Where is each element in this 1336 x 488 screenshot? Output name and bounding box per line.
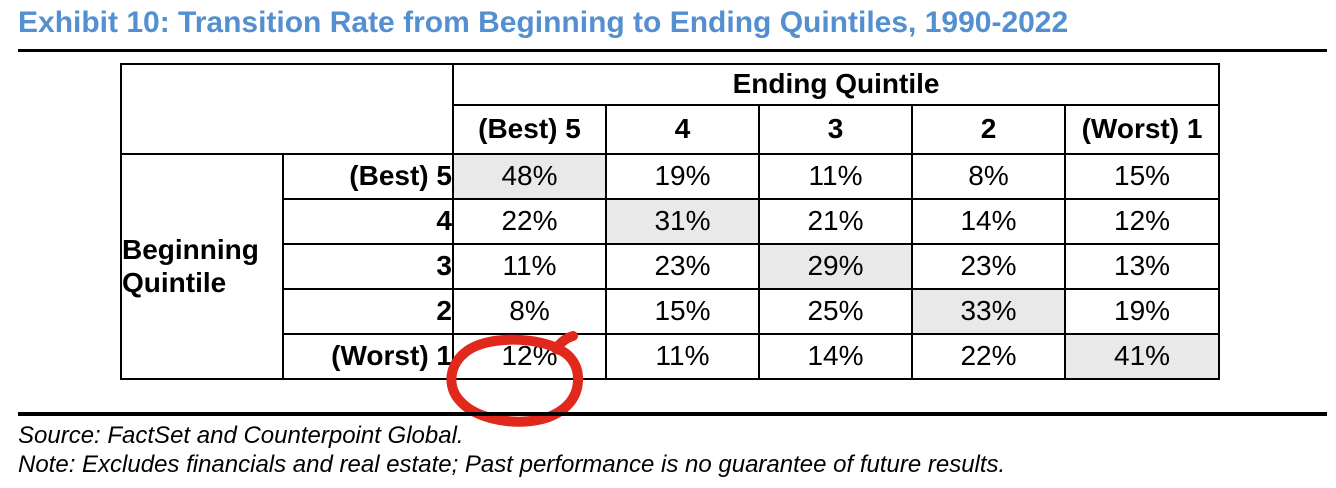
row-header: 4 — [282, 198, 454, 245]
transition-rate-cell: 8% — [452, 288, 607, 335]
ending-quintile-header: Ending Quintile — [451, 63, 1221, 106]
column-header-best5: (Best) 5 — [452, 104, 607, 155]
transition-rate-cell: 15% — [605, 288, 760, 335]
transition-rate-cell: 11% — [758, 153, 913, 200]
column-header-worst1: (Worst) 1 — [1063, 104, 1221, 155]
row-header: 3 — [282, 243, 454, 290]
table-row: 3 11% 23% 29% 23% 13% — [121, 243, 1221, 290]
corner-cell — [120, 63, 454, 155]
table-row: (Worst) 1 12% 11% 14% 22% 41% — [121, 333, 1221, 380]
table-column-header-row: (Best) 5 4 3 2 (Worst) 1 — [121, 104, 1221, 155]
transition-rate-cell: 25% — [758, 288, 913, 335]
transition-rate-cell: 19% — [605, 153, 760, 200]
transition-rate-cell: 14% — [911, 198, 1066, 245]
transition-rate-cell: 11% — [605, 333, 760, 380]
transition-rate-cell: 33% — [911, 288, 1066, 335]
column-header-3: 3 — [758, 104, 913, 155]
page-title: Exhibit 10: Transition Rate from Beginni… — [18, 6, 1069, 39]
title-divider-rule — [18, 49, 1327, 52]
transition-rate-cell: 22% — [911, 333, 1066, 380]
transition-rate-cell: 19% — [1063, 288, 1221, 335]
table-row: 2 8% 15% 25% 33% 19% — [121, 288, 1221, 335]
transition-rate-cell: 48% — [452, 153, 607, 200]
transition-rate-table: Ending Quintile (Best) 5 4 3 2 (Worst) 1… — [120, 63, 1221, 380]
transition-rate-cell: 15% — [1063, 153, 1221, 200]
row-header: (Best) 5 — [282, 153, 454, 200]
transition-rate-cell: 31% — [605, 198, 760, 245]
transition-rate-cell: 12% — [452, 333, 607, 380]
source-text: Source: FactSet and Counterpoint Global. — [18, 422, 464, 449]
transition-rate-cell: 41% — [1063, 333, 1221, 380]
table-header-group-row: Ending Quintile — [120, 63, 1221, 155]
note-text: Note: Excludes financials and real estat… — [18, 451, 1006, 478]
table-row: 4 22% 31% 21% 14% 12% — [121, 198, 1221, 245]
row-header: 2 — [282, 288, 454, 335]
transition-rate-cell: 29% — [758, 243, 913, 290]
column-header-4: 4 — [605, 104, 760, 155]
column-header-2: 2 — [911, 104, 1066, 155]
transition-rate-cell: 23% — [911, 243, 1066, 290]
transition-rate-cell: 22% — [452, 198, 607, 245]
table-body: Beginning Quintile (Best) 5 48% 19% 11% 8% 15%… — [120, 153, 1221, 380]
transition-rate-cell: 13% — [1063, 243, 1221, 290]
transition-rate-cell: 21% — [758, 198, 913, 245]
transition-rate-cell: 8% — [911, 153, 1066, 200]
transition-rate-cell: 23% — [605, 243, 760, 290]
transition-rate-cell: 14% — [758, 333, 913, 380]
table-bottom-rule — [18, 412, 1327, 416]
transition-rate-cell: 12% — [1063, 198, 1221, 245]
table-row: Beginning Quintile (Best) 5 48% 19% 11% 8% 15% — [120, 153, 1221, 380]
transition-rate-cell: 11% — [452, 243, 607, 290]
row-header: (Worst) 1 — [282, 333, 454, 380]
beginning-quintile-header: Beginning Quintile — [120, 153, 284, 380]
